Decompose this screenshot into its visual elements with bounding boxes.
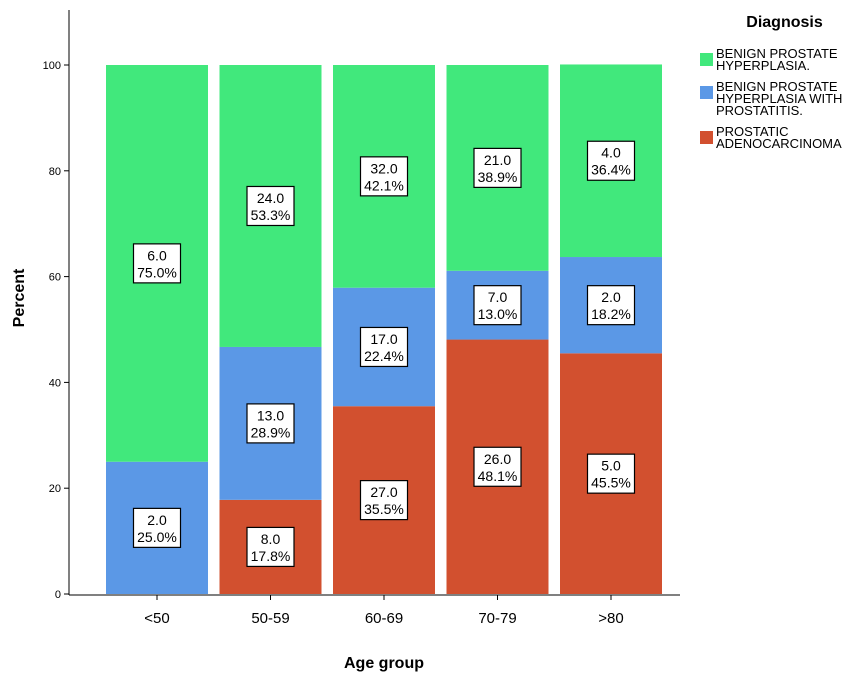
x-axis-title: Age group xyxy=(344,655,424,672)
x-tick-label-70-79: 70-79 xyxy=(478,610,516,627)
data-label-over-80-benign-prostate-hyperplasia: 4.036.4% xyxy=(586,140,636,181)
data-label-under-50-benign-prostate-hyperplasia-with-prostatitis: 2.025.0% xyxy=(132,507,182,548)
legend-label-benign-hyperplasia: BENIGN PROSTATE HYPERPLASIA. xyxy=(716,46,838,73)
legend-item-benign-hyperplasia-prostatitis: BENIGN PROSTATE HYPERPLASIA WITH PROSTAT… xyxy=(692,79,857,118)
legend-swatch-benign-hyperplasia xyxy=(700,53,713,66)
data-label-box xyxy=(359,480,409,521)
data-label-count: 5.0 xyxy=(601,458,621,474)
data-label-count: 26.0 xyxy=(484,451,511,467)
y-tick-label-40: 40 xyxy=(49,377,61,389)
data-label-count: 32.0 xyxy=(370,160,397,176)
chart-data-labels: 2.025.0%6.075.0%8.017.8%13.028.9%24.053.… xyxy=(132,140,636,568)
data-label-box xyxy=(586,140,636,181)
legend-swatch-benign-hyperplasia-prostatitis xyxy=(700,86,713,99)
data-label-50-59-benign-prostate-hyperplasia: 24.053.3% xyxy=(246,185,295,227)
data-label-percent: 42.1% xyxy=(364,177,404,193)
data-label-box xyxy=(473,446,522,487)
data-label-percent: 28.9% xyxy=(251,424,291,440)
data-label-percent: 17.8% xyxy=(251,548,291,564)
data-label-count: 27.0 xyxy=(370,484,397,500)
legend-label-adenocarcinoma: PROSTATIC ADENOCARCINOMA xyxy=(716,124,842,151)
data-label-percent: 38.9% xyxy=(478,169,518,185)
data-label-count: 2.0 xyxy=(601,289,621,305)
data-label-count: 4.0 xyxy=(601,145,621,161)
data-label-box xyxy=(132,243,182,284)
data-label-box xyxy=(246,185,295,227)
data-label-box xyxy=(246,526,295,568)
data-label-box xyxy=(473,147,522,188)
data-label-over-80-prostatic-adenocarcinoma: 5.045.5% xyxy=(586,453,636,494)
chart-axes: 0 20 40 60 80 100 <50 50-59 60-69 70-79 >80 xyxy=(43,10,680,627)
data-label-percent: 13.0% xyxy=(478,306,518,322)
data-label-60-69-benign-prostate-hyperplasia-with-prostatitis: 17.022.4% xyxy=(359,326,409,368)
x-tick-label-50-59: 50-59 xyxy=(251,610,289,627)
data-label-70-79-prostatic-adenocarcinoma: 26.048.1% xyxy=(473,446,522,487)
data-label-70-79-benign-prostate-hyperplasia-with-prostatitis: 7.013.0% xyxy=(473,285,522,326)
data-label-box xyxy=(359,156,409,197)
y-tick-label-20: 20 xyxy=(49,483,61,495)
data-label-count: 8.0 xyxy=(261,531,281,547)
x-tick-label-60-69: 60-69 xyxy=(365,610,403,627)
legend-title: Diagnosis xyxy=(746,14,823,31)
data-label-box xyxy=(246,403,295,444)
data-label-count: 13.0 xyxy=(257,407,284,423)
data-label-50-59-benign-prostate-hyperplasia-with-prostatitis: 13.028.9% xyxy=(246,403,295,444)
data-label-50-59-prostatic-adenocarcinoma: 8.017.8% xyxy=(246,526,295,568)
legend: Diagnosis BENIGN PROSTATE HYPERPLASIA. B… xyxy=(692,14,857,159)
y-tick-label-0: 0 xyxy=(55,589,61,601)
data-label-box xyxy=(586,285,636,326)
data-label-over-80-benign-prostate-hyperplasia-with-prostatitis: 2.018.2% xyxy=(586,285,636,326)
data-label-percent: 45.5% xyxy=(591,475,631,491)
data-label-60-69-benign-prostate-hyperplasia: 32.042.1% xyxy=(359,156,409,197)
y-axis-title: Percent xyxy=(11,268,28,327)
data-label-percent: 25.0% xyxy=(137,529,177,545)
data-label-count: 17.0 xyxy=(370,331,397,347)
data-label-percent: 22.4% xyxy=(364,348,404,364)
data-label-box xyxy=(586,453,636,494)
data-label-box xyxy=(359,326,409,368)
data-label-70-79-benign-prostate-hyperplasia: 21.038.9% xyxy=(473,147,522,188)
data-label-count: 21.0 xyxy=(484,152,511,168)
data-label-under-50-benign-prostate-hyperplasia: 6.075.0% xyxy=(132,243,182,284)
y-tick-label-80: 80 xyxy=(49,166,61,178)
data-label-percent: 53.3% xyxy=(251,207,291,223)
data-label-percent: 36.4% xyxy=(591,162,631,178)
legend-item-adenocarcinoma: PROSTATIC ADENOCARCINOMA xyxy=(692,124,857,151)
y-tick-label-60: 60 xyxy=(49,272,61,284)
data-label-percent: 35.5% xyxy=(364,501,404,517)
data-label-box xyxy=(132,507,182,548)
x-tick-label-under-50: <50 xyxy=(144,610,169,627)
data-label-count: 2.0 xyxy=(147,512,167,528)
chart-bars xyxy=(106,64,662,594)
data-label-percent: 48.1% xyxy=(478,468,518,484)
legend-item-benign-hyperplasia: BENIGN PROSTATE HYPERPLASIA. xyxy=(692,46,857,73)
legend-label-benign-hyperplasia-prostatitis: BENIGN PROSTATE HYPERPLASIA WITH PROSTAT… xyxy=(716,79,843,118)
data-label-count: 7.0 xyxy=(488,289,508,305)
data-label-percent: 75.0% xyxy=(137,264,177,280)
data-label-60-69-prostatic-adenocarcinoma: 27.035.5% xyxy=(359,480,409,521)
x-tick-label-over-80: >80 xyxy=(598,610,623,627)
legend-swatch-adenocarcinoma xyxy=(700,131,713,144)
data-label-box xyxy=(473,285,522,326)
data-label-count: 6.0 xyxy=(147,247,167,263)
y-tick-label-100: 100 xyxy=(43,60,61,72)
data-label-count: 24.0 xyxy=(257,190,284,206)
data-label-percent: 18.2% xyxy=(591,306,631,322)
